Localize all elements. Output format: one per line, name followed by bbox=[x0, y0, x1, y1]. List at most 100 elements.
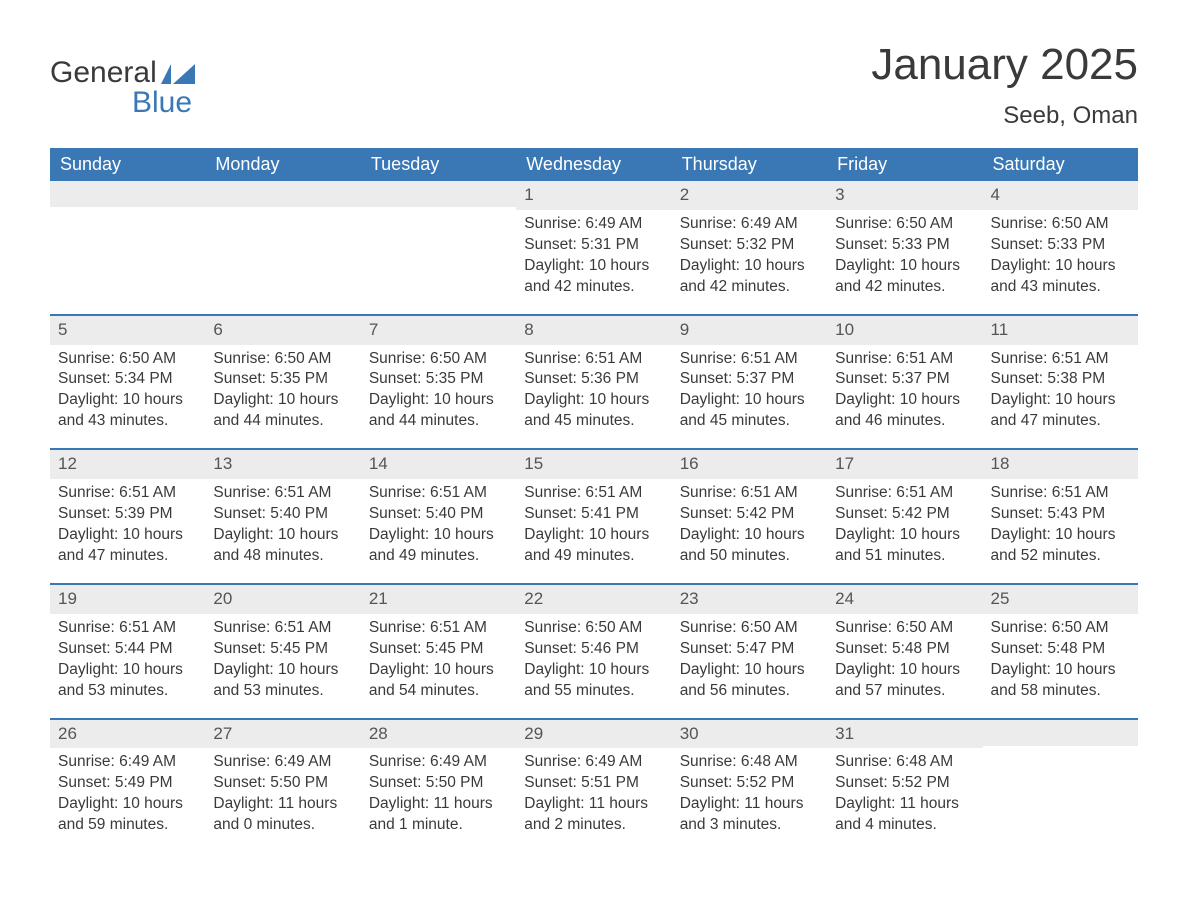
week-row: 12Sunrise: 6:51 AMSunset: 5:39 PMDayligh… bbox=[50, 448, 1138, 583]
sunset-text: Sunset: 5:31 PM bbox=[524, 235, 663, 256]
logo-top-row: General bbox=[50, 58, 195, 88]
daylight-text: Daylight: 10 hours and 55 minutes. bbox=[524, 660, 663, 702]
day-number: 21 bbox=[361, 585, 516, 614]
daylight-text: Daylight: 10 hours and 56 minutes. bbox=[680, 660, 819, 702]
day-cell bbox=[205, 181, 360, 314]
day-details: Sunrise: 6:50 AMSunset: 5:46 PMDaylight:… bbox=[516, 614, 671, 702]
sunrise-text: Sunrise: 6:50 AM bbox=[991, 618, 1130, 639]
daylight-text: Daylight: 10 hours and 46 minutes. bbox=[835, 390, 974, 432]
header: General Blue January 2025 Seeb, Oman bbox=[50, 40, 1138, 130]
day-number: 14 bbox=[361, 450, 516, 479]
sunrise-text: Sunrise: 6:51 AM bbox=[991, 483, 1130, 504]
day-details: Sunrise: 6:50 AMSunset: 5:34 PMDaylight:… bbox=[50, 345, 205, 433]
day-number: 29 bbox=[516, 720, 671, 749]
daylight-text: Daylight: 10 hours and 43 minutes. bbox=[991, 256, 1130, 298]
daylight-text: Daylight: 10 hours and 49 minutes. bbox=[369, 525, 508, 567]
day-header: Friday bbox=[827, 148, 982, 181]
day-cell: 21Sunrise: 6:51 AMSunset: 5:45 PMDayligh… bbox=[361, 585, 516, 718]
daylight-text: Daylight: 11 hours and 2 minutes. bbox=[524, 794, 663, 836]
day-cell: 19Sunrise: 6:51 AMSunset: 5:44 PMDayligh… bbox=[50, 585, 205, 718]
sunrise-text: Sunrise: 6:48 AM bbox=[680, 752, 819, 773]
sunrise-text: Sunrise: 6:51 AM bbox=[835, 483, 974, 504]
day-number: 16 bbox=[672, 450, 827, 479]
day-details: Sunrise: 6:51 AMSunset: 5:41 PMDaylight:… bbox=[516, 479, 671, 567]
day-details: Sunrise: 6:51 AMSunset: 5:37 PMDaylight:… bbox=[827, 345, 982, 433]
sunrise-text: Sunrise: 6:51 AM bbox=[680, 349, 819, 370]
day-details: Sunrise: 6:48 AMSunset: 5:52 PMDaylight:… bbox=[672, 748, 827, 836]
day-cell bbox=[50, 181, 205, 314]
daylight-text: Daylight: 10 hours and 57 minutes. bbox=[835, 660, 974, 702]
sunrise-text: Sunrise: 6:51 AM bbox=[58, 618, 197, 639]
day-cell: 30Sunrise: 6:48 AMSunset: 5:52 PMDayligh… bbox=[672, 720, 827, 853]
day-number: 19 bbox=[50, 585, 205, 614]
sunrise-text: Sunrise: 6:50 AM bbox=[369, 349, 508, 370]
week-row: 1Sunrise: 6:49 AMSunset: 5:31 PMDaylight… bbox=[50, 181, 1138, 314]
day-number: 9 bbox=[672, 316, 827, 345]
day-cell: 16Sunrise: 6:51 AMSunset: 5:42 PMDayligh… bbox=[672, 450, 827, 583]
sunset-text: Sunset: 5:45 PM bbox=[369, 639, 508, 660]
day-number: 26 bbox=[50, 720, 205, 749]
logo: General Blue bbox=[50, 40, 195, 118]
day-details: Sunrise: 6:51 AMSunset: 5:38 PMDaylight:… bbox=[983, 345, 1138, 433]
day-number: 13 bbox=[205, 450, 360, 479]
day-cell: 4Sunrise: 6:50 AMSunset: 5:33 PMDaylight… bbox=[983, 181, 1138, 314]
calendar-body: 1Sunrise: 6:49 AMSunset: 5:31 PMDaylight… bbox=[50, 181, 1138, 852]
day-cell: 25Sunrise: 6:50 AMSunset: 5:48 PMDayligh… bbox=[983, 585, 1138, 718]
day-number: 3 bbox=[827, 181, 982, 210]
sunset-text: Sunset: 5:47 PM bbox=[680, 639, 819, 660]
day-number: 11 bbox=[983, 316, 1138, 345]
day-details: Sunrise: 6:51 AMSunset: 5:40 PMDaylight:… bbox=[361, 479, 516, 567]
day-cell bbox=[983, 720, 1138, 853]
day-details: Sunrise: 6:49 AMSunset: 5:32 PMDaylight:… bbox=[672, 210, 827, 298]
sunrise-text: Sunrise: 6:50 AM bbox=[680, 618, 819, 639]
day-details: Sunrise: 6:50 AMSunset: 5:33 PMDaylight:… bbox=[983, 210, 1138, 298]
sunrise-text: Sunrise: 6:51 AM bbox=[524, 349, 663, 370]
day-cell: 7Sunrise: 6:50 AMSunset: 5:35 PMDaylight… bbox=[361, 316, 516, 449]
day-details: Sunrise: 6:51 AMSunset: 5:44 PMDaylight:… bbox=[50, 614, 205, 702]
sunset-text: Sunset: 5:34 PM bbox=[58, 369, 197, 390]
sunset-text: Sunset: 5:35 PM bbox=[369, 369, 508, 390]
day-details: Sunrise: 6:49 AMSunset: 5:49 PMDaylight:… bbox=[50, 748, 205, 836]
title-block: January 2025 Seeb, Oman bbox=[871, 40, 1138, 130]
day-details: Sunrise: 6:51 AMSunset: 5:37 PMDaylight:… bbox=[672, 345, 827, 433]
daylight-text: Daylight: 10 hours and 53 minutes. bbox=[58, 660, 197, 702]
day-number: 22 bbox=[516, 585, 671, 614]
day-number: 12 bbox=[50, 450, 205, 479]
daylight-text: Daylight: 10 hours and 42 minutes. bbox=[524, 256, 663, 298]
sunset-text: Sunset: 5:50 PM bbox=[369, 773, 508, 794]
day-details: Sunrise: 6:50 AMSunset: 5:48 PMDaylight:… bbox=[827, 614, 982, 702]
day-details: Sunrise: 6:49 AMSunset: 5:31 PMDaylight:… bbox=[516, 210, 671, 298]
day-details: Sunrise: 6:51 AMSunset: 5:40 PMDaylight:… bbox=[205, 479, 360, 567]
sunset-text: Sunset: 5:35 PM bbox=[213, 369, 352, 390]
logo-word-1: General bbox=[50, 58, 157, 88]
calendar: SundayMondayTuesdayWednesdayThursdayFrid… bbox=[50, 148, 1138, 852]
sunrise-text: Sunrise: 6:51 AM bbox=[213, 618, 352, 639]
day-details: Sunrise: 6:49 AMSunset: 5:51 PMDaylight:… bbox=[516, 748, 671, 836]
sunrise-text: Sunrise: 6:51 AM bbox=[835, 349, 974, 370]
day-cell: 1Sunrise: 6:49 AMSunset: 5:31 PMDaylight… bbox=[516, 181, 671, 314]
day-number: 20 bbox=[205, 585, 360, 614]
day-cell: 26Sunrise: 6:49 AMSunset: 5:49 PMDayligh… bbox=[50, 720, 205, 853]
day-number: 31 bbox=[827, 720, 982, 749]
logo-word-2: Blue bbox=[50, 88, 195, 118]
sunset-text: Sunset: 5:42 PM bbox=[835, 504, 974, 525]
sunset-text: Sunset: 5:33 PM bbox=[991, 235, 1130, 256]
day-cell: 18Sunrise: 6:51 AMSunset: 5:43 PMDayligh… bbox=[983, 450, 1138, 583]
day-cell: 5Sunrise: 6:50 AMSunset: 5:34 PMDaylight… bbox=[50, 316, 205, 449]
day-cell: 13Sunrise: 6:51 AMSunset: 5:40 PMDayligh… bbox=[205, 450, 360, 583]
day-number bbox=[205, 181, 360, 207]
day-details: Sunrise: 6:51 AMSunset: 5:39 PMDaylight:… bbox=[50, 479, 205, 567]
day-details: Sunrise: 6:49 AMSunset: 5:50 PMDaylight:… bbox=[205, 748, 360, 836]
day-cell: 17Sunrise: 6:51 AMSunset: 5:42 PMDayligh… bbox=[827, 450, 982, 583]
sunset-text: Sunset: 5:50 PM bbox=[213, 773, 352, 794]
sunset-text: Sunset: 5:33 PM bbox=[835, 235, 974, 256]
sunrise-text: Sunrise: 6:50 AM bbox=[213, 349, 352, 370]
day-cell: 8Sunrise: 6:51 AMSunset: 5:36 PMDaylight… bbox=[516, 316, 671, 449]
sunrise-text: Sunrise: 6:49 AM bbox=[680, 214, 819, 235]
daylight-text: Daylight: 10 hours and 53 minutes. bbox=[213, 660, 352, 702]
sunrise-text: Sunrise: 6:50 AM bbox=[835, 618, 974, 639]
day-details: Sunrise: 6:50 AMSunset: 5:48 PMDaylight:… bbox=[983, 614, 1138, 702]
daylight-text: Daylight: 10 hours and 44 minutes. bbox=[369, 390, 508, 432]
sunset-text: Sunset: 5:45 PM bbox=[213, 639, 352, 660]
location: Seeb, Oman bbox=[871, 102, 1138, 130]
